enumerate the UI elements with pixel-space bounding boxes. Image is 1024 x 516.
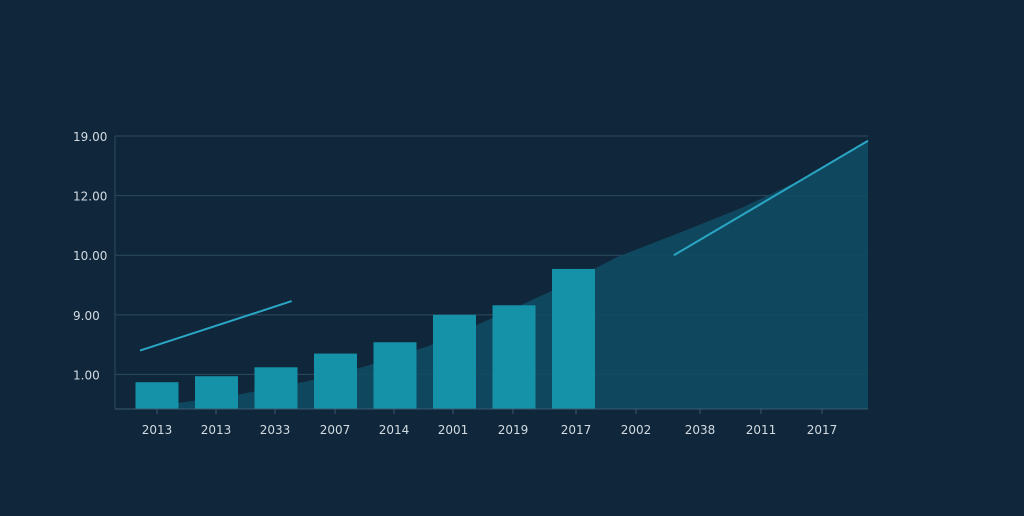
x-tick-label: 2038: [685, 423, 716, 437]
y-tick-label: 1.00: [73, 368, 100, 382]
x-tick-label: 2013: [201, 423, 232, 437]
x-tick-label: 2001: [438, 423, 469, 437]
line-series: [139, 139, 869, 352]
x-tick-label: 2002: [621, 423, 652, 437]
axes: [114, 136, 868, 410]
x-tick-labels: 2013 2013 2033 2007 2014 2001 2019 2017 2002 2038…: [142, 409, 838, 437]
bar-series: [135, 268, 595, 409]
x-tick-label: 2033: [260, 423, 291, 437]
x-tick-label: 2014: [379, 423, 410, 437]
bar: [433, 314, 476, 409]
x-tick-label: 2017: [807, 423, 838, 437]
y-tick-label: 9.00: [73, 309, 100, 323]
area-fill: [178, 140, 868, 409]
bar: [492, 305, 536, 409]
bar: [373, 342, 417, 409]
trend-line: [139, 300, 292, 352]
bar: [552, 268, 595, 409]
bar: [135, 382, 179, 409]
y-tick-label: 19.00: [73, 130, 107, 144]
area-series: [178, 140, 868, 409]
y-tick-label: 12.00: [73, 190, 107, 204]
trend-line: [673, 139, 869, 257]
y-tick-label: 10.00: [73, 249, 107, 263]
x-tick-label: 2013: [142, 423, 173, 437]
bar: [254, 367, 298, 409]
y-tick-labels: 19.00 12.00 10.00 9.00 1.00: [73, 130, 107, 382]
x-tick-label: 2007: [320, 423, 351, 437]
x-tick-label: 2017: [561, 423, 592, 437]
x-tick-label: 2019: [498, 423, 529, 437]
bar: [314, 353, 357, 409]
bar: [195, 376, 238, 409]
x-tick-label: 2011: [746, 423, 777, 437]
